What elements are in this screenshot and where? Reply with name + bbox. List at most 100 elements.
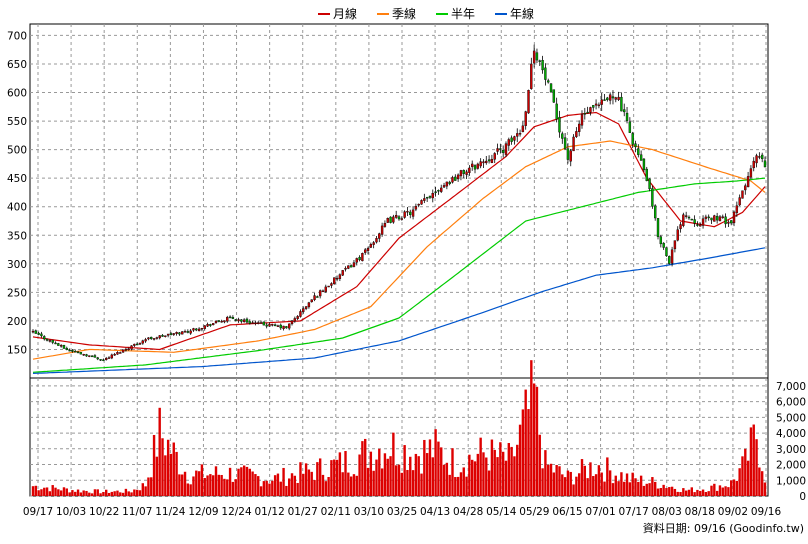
volume-y-tick-label: 6,000 [776,397,806,409]
candle-down [245,318,249,323]
candle-up [670,249,674,264]
volume-bar [186,483,190,496]
price-plot-area [29,23,769,379]
volume-bar [575,476,578,496]
candle-up [392,216,395,223]
ma-line-ma120 [32,177,766,373]
volume-bar [634,478,637,496]
volume-bar [417,456,420,496]
volume-bar [234,479,237,496]
candle-down [690,218,693,221]
candle-up [290,320,294,325]
candle-up [403,211,406,218]
volume-bar [82,490,85,496]
volume-bar [366,467,370,496]
candle-up [479,161,482,167]
candle-up [327,285,330,288]
candle-up [304,306,308,309]
candle-down [65,347,68,350]
volume-bar [580,459,584,496]
volume-bar [724,486,727,496]
candle-up [701,218,705,226]
volume-bar [394,465,398,496]
volume-bar [43,487,46,496]
volume-bar [409,456,412,496]
price-y-tick-label: 500 [7,145,27,157]
volume-bar [535,386,539,496]
candle-up [704,216,708,219]
volume-bar [521,409,525,496]
candle-up [271,324,274,326]
volume-bar [383,453,387,496]
candle-up [394,215,398,218]
volume-bar [431,457,434,496]
volume-bar [240,467,243,496]
candle-up [282,325,285,329]
candle-down [62,344,66,349]
volume-bar [555,465,558,496]
candle-up [493,153,496,160]
volume-bar [288,478,291,496]
volume-bar [735,480,739,496]
volume-bar [425,453,429,496]
volume-bar [220,474,223,496]
price-grid [30,24,768,378]
volume-bar [110,491,114,496]
volume-bar [468,454,471,496]
volume-bar [530,360,533,496]
volume-bar [189,484,192,496]
volume-bar [237,468,240,496]
volume-bar [485,457,488,496]
volume-bar [721,487,724,496]
x-tick-label: 04/28 [453,506,483,518]
volume-bar [175,451,178,496]
volume-bar [341,472,344,496]
candle-up [732,211,736,224]
candle-down [228,316,232,319]
candle-down [99,359,102,361]
volume-bar [304,463,308,496]
volume-bar [758,467,761,496]
candle-down [730,220,733,224]
volume-bar [271,480,274,496]
candle-down [262,321,266,326]
volume-bar [499,442,502,496]
candle-up [617,96,620,100]
candle-down [563,137,567,149]
volume-bar [547,464,550,496]
x-tick-label: 09/17 [23,506,53,518]
candle-up [530,63,533,89]
candle-down [631,133,634,145]
candle-up [107,357,111,359]
volume-bar [242,465,246,496]
candle-up [516,133,519,137]
volume-bar [316,462,319,496]
candle-down [642,158,646,171]
volume-bar [510,446,513,496]
candle-down [763,160,767,168]
candle-down [273,324,277,327]
volume-bar [164,455,167,496]
candle-down [68,349,71,352]
x-tick-label: 09/16 [751,506,782,518]
x-tick-label: 07/17 [619,506,649,518]
volume-bar [611,483,615,496]
x-tick-label: 08/18 [685,506,715,518]
candle-up [485,160,488,164]
volume-bar [107,492,111,496]
candle-up [116,352,119,355]
legend-label-ma240: 年線 [510,6,534,21]
volume-bar [178,474,181,496]
volume-bar [68,492,71,496]
volume-bar [116,490,119,496]
volume-bar [713,483,716,496]
candle-up [251,322,254,324]
candle-up [164,335,167,337]
x-tick-label: 06/15 [552,506,582,518]
volume-bar [592,476,595,496]
volume-bar [563,477,567,496]
volume-bar [727,487,730,496]
candle-down [54,342,57,345]
candle-up [414,206,418,210]
volume-bar [96,489,99,496]
